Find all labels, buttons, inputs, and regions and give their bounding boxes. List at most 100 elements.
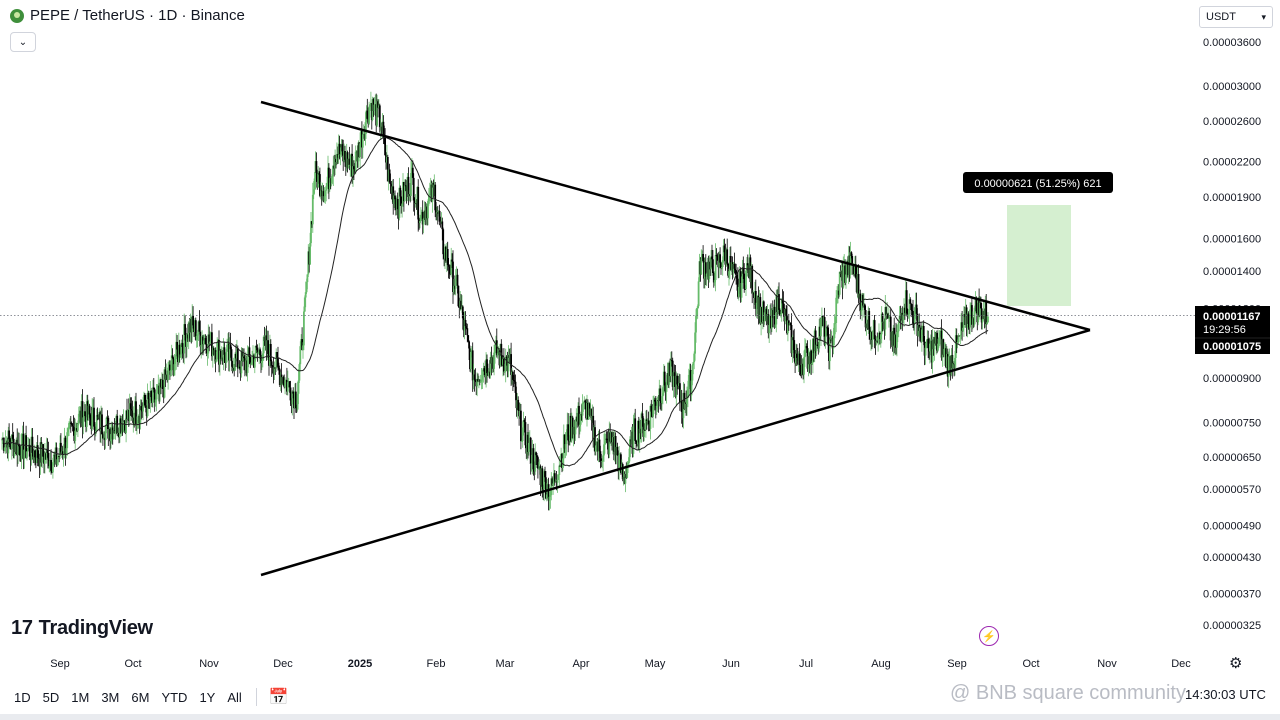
price-axis[interactable]: 0.00003600 0.00003000 0.00002600 0.00002200… xyxy=(1195,37,1270,632)
candle-body xyxy=(399,187,402,197)
candle-body xyxy=(462,318,465,331)
candle-body xyxy=(167,367,169,381)
candle-body xyxy=(132,417,135,421)
candle-body xyxy=(603,444,605,456)
candle-body xyxy=(646,420,649,422)
candle-body xyxy=(651,411,654,417)
candle-body xyxy=(713,280,716,283)
candle-body xyxy=(845,274,847,283)
candle-body xyxy=(186,334,189,339)
range-ytd[interactable]: YTD xyxy=(161,689,188,705)
candle-body xyxy=(804,349,806,358)
calendar-range-icon[interactable]: 📅 xyxy=(268,689,289,706)
candle-body xyxy=(429,184,432,194)
candle-body xyxy=(225,351,228,363)
candle-body xyxy=(362,134,365,136)
candle-body xyxy=(403,185,406,201)
candle-body xyxy=(288,381,291,388)
candle-body xyxy=(668,362,671,385)
candle-body xyxy=(643,429,646,437)
candle-body xyxy=(420,215,422,221)
candle-body xyxy=(182,347,185,354)
candle-body xyxy=(154,399,157,403)
measure-range-box[interactable] xyxy=(1007,205,1071,306)
price-tick-label: 0.00002600 xyxy=(1203,116,1261,128)
candle-body xyxy=(779,314,782,316)
candle-body xyxy=(447,265,450,267)
candle-body xyxy=(537,457,539,469)
candle-body xyxy=(11,434,14,439)
candle-body xyxy=(378,105,381,128)
tradingview-logo[interactable]: 17 TradingView xyxy=(11,617,153,640)
candle-body xyxy=(318,173,320,175)
candle-body xyxy=(751,265,754,294)
candle-body xyxy=(114,430,117,434)
candle-body xyxy=(551,478,554,486)
time-axis[interactable]: Sep Oct Nov Dec 2025 Feb Mar Apr May Jun Jul Aug Sep… xyxy=(50,658,1191,670)
candle-body xyxy=(649,405,652,429)
candle-body xyxy=(313,178,316,190)
candle-body xyxy=(512,380,515,381)
candle-body xyxy=(884,307,887,330)
candle-body xyxy=(896,331,899,333)
range-all[interactable]: All xyxy=(227,689,242,705)
candle-body xyxy=(435,210,437,213)
collapse-legend-button[interactable]: ⌄ xyxy=(10,32,36,52)
candle-body xyxy=(112,430,115,440)
candle-body xyxy=(959,335,962,337)
lightning-icon[interactable]: ⚡ xyxy=(979,626,999,646)
candle-body xyxy=(768,325,771,334)
candle-body xyxy=(835,297,838,323)
candle-body xyxy=(721,267,723,269)
candle-body xyxy=(951,355,954,369)
upper-trendline[interactable] xyxy=(260,100,1091,332)
candle-body xyxy=(459,300,462,307)
candle-body xyxy=(850,252,853,256)
symbol-title[interactable]: PEPE / TetherUS · 1D · Binance xyxy=(10,7,245,24)
candle-body xyxy=(708,261,711,280)
candle-body xyxy=(441,221,444,230)
candle-body xyxy=(261,360,263,364)
candle-body xyxy=(453,285,455,293)
candle-body xyxy=(147,392,150,400)
range-6m[interactable]: 6M xyxy=(131,689,150,705)
candle-body xyxy=(240,351,243,374)
candle-body xyxy=(180,342,183,355)
candle-body xyxy=(742,267,745,274)
candle-body xyxy=(179,354,182,358)
candle-body xyxy=(813,330,816,354)
candle-body xyxy=(687,389,689,398)
candle-body xyxy=(153,389,156,403)
candle-body xyxy=(89,414,92,419)
candle-body xyxy=(558,465,561,475)
candle-body xyxy=(763,312,766,321)
gear-icon[interactable]: ⚙ xyxy=(1229,655,1243,672)
candle-body xyxy=(922,326,925,342)
candle-body xyxy=(4,442,7,448)
candle-body xyxy=(844,265,846,283)
range-1y[interactable]: 1Y xyxy=(199,689,216,705)
candle-body xyxy=(224,354,227,363)
range-3m[interactable]: 3M xyxy=(101,689,120,705)
lower-trendline[interactable] xyxy=(260,328,1091,577)
range-1m[interactable]: 1M xyxy=(71,689,90,705)
candle-body xyxy=(805,346,808,349)
ma-path xyxy=(1,137,989,467)
candle-body xyxy=(206,353,209,355)
candle-body xyxy=(952,363,955,369)
candle-body xyxy=(17,443,19,456)
candle-body xyxy=(52,462,54,473)
range-1d[interactable]: 1D xyxy=(14,689,31,705)
range-5d[interactable]: 5D xyxy=(42,689,60,705)
candle-body xyxy=(595,445,597,452)
candle-body xyxy=(512,371,514,380)
candle-body xyxy=(452,261,454,292)
candle-body xyxy=(550,478,553,496)
candle-body xyxy=(694,332,696,354)
time-tick-label: Oct xyxy=(124,658,141,670)
candle-body xyxy=(428,193,431,196)
currency-select[interactable]: USDT ▾ xyxy=(1199,6,1273,28)
utc-time[interactable]: 14:30:03 UTC xyxy=(1185,687,1266,702)
candle-body xyxy=(825,327,828,337)
